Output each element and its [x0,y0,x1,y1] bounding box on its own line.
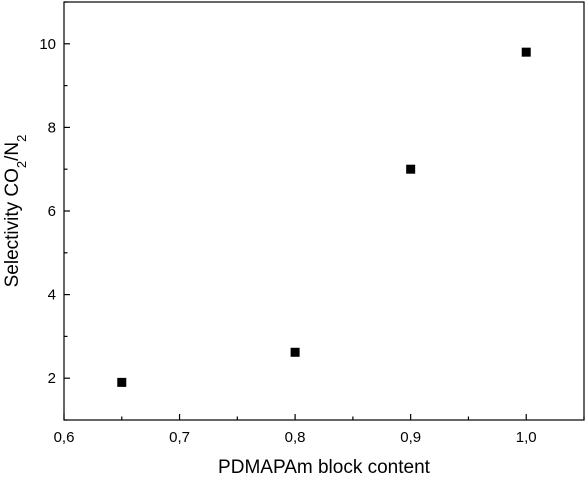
y-tick-label: 4 [48,287,56,304]
plot-frame [63,1,585,421]
x-tick-label: 0,8 [285,429,306,446]
y-axis-title-sub1: 2 [14,161,29,168]
x-axis: 0,6 0,7 0,8 0,9 1,0 [54,414,585,446]
data-point [521,47,531,57]
y-axis: 2 4 6 8 10 [39,1,70,421]
data-point [290,347,300,357]
y-tick-label: 2 [48,370,56,387]
data-points [117,47,531,387]
y-axis-title-main: Selectivity CO [2,168,23,287]
x-tick-label: 0,6 [54,429,75,446]
x-tick-label: 1,0 [516,429,537,446]
data-point [406,164,416,174]
data-point [117,377,127,387]
y-tick-label: 8 [48,119,56,136]
x-tick-label: 0,9 [400,429,421,446]
y-axis-title: Selectivity CO2/N2 [2,135,29,288]
y-axis-title-sub2: 2 [14,135,29,142]
x-tick-label: 0,7 [169,429,190,446]
x-axis-title: PDMAPAm block content [218,457,431,478]
y-tick-label: 6 [48,203,56,220]
y-tick-label: 10 [39,36,56,53]
y-axis-title-mid: /N [2,142,23,161]
